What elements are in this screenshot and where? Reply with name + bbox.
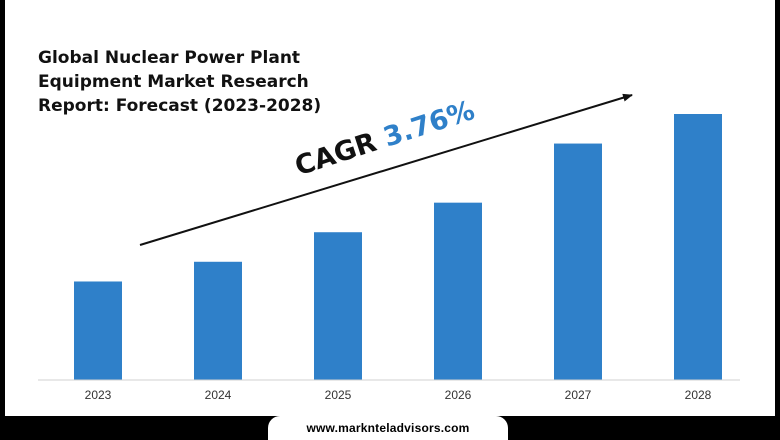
footer-pill: www.marknteladvisors.com [268, 416, 508, 440]
bar-2026 [434, 202, 482, 380]
bar-2024 [194, 261, 242, 380]
x-tick-label-2025: 2025 [325, 388, 352, 402]
bars-group [74, 114, 722, 380]
frame-bottom-band: www.marknteladvisors.com [0, 416, 780, 440]
chart-title-line-1: Global Nuclear Power Plant [38, 48, 301, 68]
x-tick-label-2027: 2027 [565, 388, 592, 402]
frame-right-border [775, 0, 780, 440]
chart-title-line-2: Equipment Market Research [38, 72, 309, 92]
x-tick-label-2023: 2023 [85, 388, 112, 402]
x-tick-labels: 2023 2024 2025 2026 2027 2028 [85, 388, 712, 402]
bar-2025 [314, 232, 362, 380]
footer-website[interactable]: www.marknteladvisors.com [306, 421, 470, 435]
bar-2028 [674, 114, 722, 380]
x-tick-label-2026: 2026 [445, 388, 472, 402]
bar-2023 [74, 281, 122, 380]
trend-arrow [139, 93, 633, 246]
frame-left-border [0, 0, 5, 440]
bar-2027 [554, 143, 602, 380]
chart-title-line-3: Report: Forecast (2023-2028) [38, 96, 322, 116]
chart-title: Global Nuclear Power Plant Equipment Mar… [38, 46, 368, 118]
x-tick-label-2024: 2024 [205, 388, 232, 402]
x-tick-label-2028: 2028 [685, 388, 712, 402]
